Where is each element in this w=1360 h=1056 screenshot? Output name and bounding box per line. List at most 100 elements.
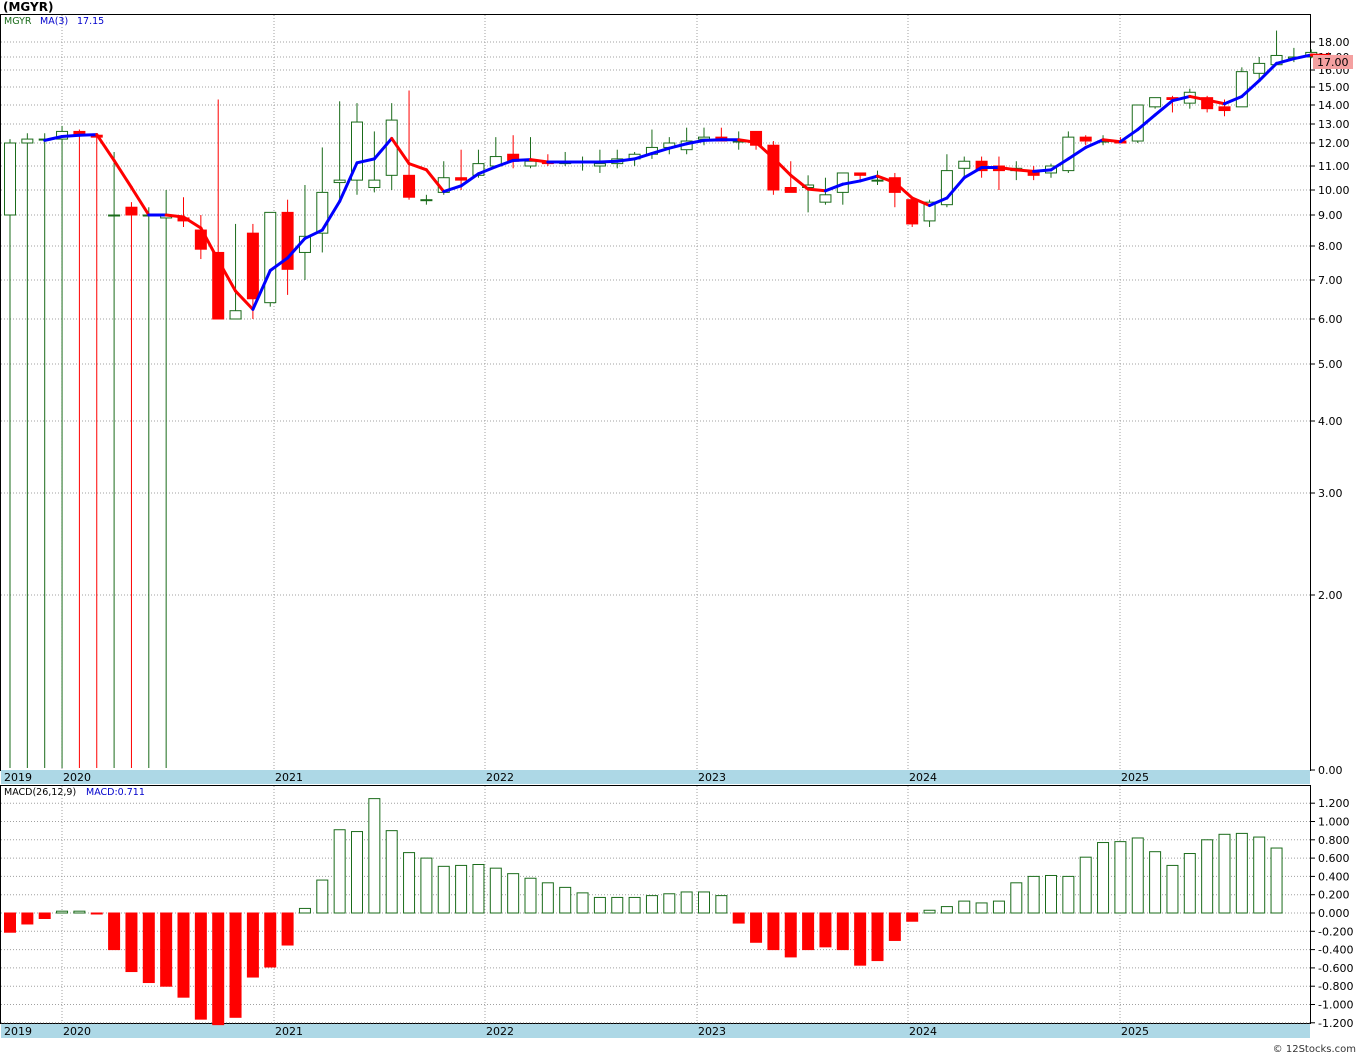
macd-bar — [351, 831, 363, 914]
candle-body — [854, 172, 867, 176]
ma-segment — [1014, 168, 1036, 173]
ma-segment — [216, 258, 238, 293]
candle-body — [21, 138, 34, 144]
macd-bar — [212, 912, 225, 1026]
macd-bar — [1235, 832, 1248, 914]
candle-body — [351, 121, 363, 181]
grid-lines — [1, 15, 1315, 1024]
macd-tick-label: 1.200 — [1318, 797, 1350, 810]
year-label: 2024 — [909, 771, 937, 784]
ma-segment — [615, 157, 637, 163]
ma-segment — [320, 199, 342, 232]
ma-segment — [1275, 57, 1296, 65]
macd-bar — [1270, 847, 1283, 914]
macd-bar — [38, 912, 51, 919]
ma-segment — [1153, 99, 1174, 117]
candle-body — [871, 179, 884, 182]
price-panel — [0, 14, 1311, 771]
candle-body — [4, 142, 16, 216]
year-label: 2025 — [1121, 771, 1149, 784]
candle — [4, 139, 16, 768]
ma-segment — [667, 142, 689, 150]
candle — [212, 99, 225, 320]
ma-segment — [910, 196, 932, 208]
ma-segment — [1101, 138, 1122, 144]
price-y-axis: 18.0017.0016.0015.0014.0013.0012.0011.00… — [1318, 36, 1350, 777]
macd-bar — [472, 864, 485, 914]
price-tick-label: 15.00 — [1318, 81, 1350, 94]
price-tick-label: 5.00 — [1318, 358, 1343, 371]
macd-bar — [767, 912, 780, 951]
macd-tick-label: -0.400 — [1318, 944, 1353, 957]
macd-bar — [246, 912, 259, 978]
legend-symbol: MGYR — [4, 16, 32, 27]
macd-bar — [1097, 842, 1110, 914]
ma-segment — [424, 168, 446, 194]
year-label: 2021 — [275, 1025, 303, 1038]
price-tick-label: 4.00 — [1318, 415, 1343, 428]
macd-tick-label: -1.200 — [1318, 1017, 1353, 1030]
macd-bar — [56, 910, 69, 914]
macd-bar — [368, 798, 381, 914]
candle-body — [455, 177, 468, 181]
ma-segment — [1257, 61, 1279, 83]
site-credit: © 12Stocks.com — [1272, 1044, 1356, 1055]
candle-body — [940, 170, 953, 206]
ma-segment — [494, 158, 515, 169]
macd-bar — [489, 867, 502, 914]
ma-segment — [529, 158, 550, 164]
macd-bar — [507, 873, 520, 914]
macd-bar — [4, 912, 16, 933]
year-label: 2023 — [698, 771, 726, 784]
candle — [1253, 57, 1266, 81]
macd-bar — [680, 891, 693, 914]
ma-segment — [1188, 94, 1209, 102]
macd-bar — [21, 912, 34, 925]
ma-segment — [286, 236, 307, 260]
candle — [958, 156, 971, 178]
ma-segment — [182, 215, 203, 230]
macd-y-axis: 1.200 1.000 0.800 0.600 0.400 0.200 0.000 -0.20… — [1318, 797, 1353, 1030]
macd-bar — [854, 912, 867, 966]
candle-body — [385, 119, 398, 176]
ma-segment — [442, 184, 463, 194]
candle-body — [246, 232, 259, 300]
candle-body — [767, 144, 780, 191]
macd-bar — [1218, 833, 1231, 914]
price-tick-label: 11.00 — [1318, 160, 1350, 173]
macd-bar — [923, 909, 936, 914]
candle-body — [420, 199, 433, 202]
ma-segment — [1032, 168, 1053, 173]
macd-bar — [871, 912, 884, 962]
ma-segment — [754, 140, 775, 160]
ma-segment — [43, 134, 64, 142]
ma-segment — [893, 181, 914, 200]
macd-bar — [437, 865, 450, 914]
ma-segment — [928, 196, 949, 208]
macd-tick-label: 0.000 — [1318, 907, 1350, 920]
legend-ma-value: 17.15 — [77, 16, 104, 27]
candle — [403, 90, 416, 200]
ma-segment — [1118, 128, 1140, 144]
macd-bar — [628, 896, 641, 914]
ma-segment — [789, 173, 810, 191]
macd-bar — [732, 912, 745, 924]
ma-segment — [771, 156, 793, 177]
macd-bar — [750, 912, 763, 943]
macd-bar — [1183, 853, 1196, 914]
legend-ma: MA(3) — [40, 16, 68, 27]
macd-tick-label: 0.400 — [1318, 870, 1350, 883]
macd-bar — [142, 912, 155, 984]
ma3-line — [43, 53, 1331, 311]
macd-tick-label: 1.000 — [1318, 816, 1350, 829]
ma-segment — [112, 158, 133, 189]
candle — [871, 170, 884, 186]
ma-segment — [685, 138, 706, 146]
macd-bar — [663, 893, 676, 914]
macd-bar — [125, 912, 138, 973]
price-tick-label: 8.00 — [1318, 240, 1343, 253]
macd-tick-label: -1.000 — [1318, 999, 1353, 1012]
candle — [888, 172, 901, 208]
ma-segment — [598, 159, 619, 164]
candle — [1235, 67, 1248, 108]
